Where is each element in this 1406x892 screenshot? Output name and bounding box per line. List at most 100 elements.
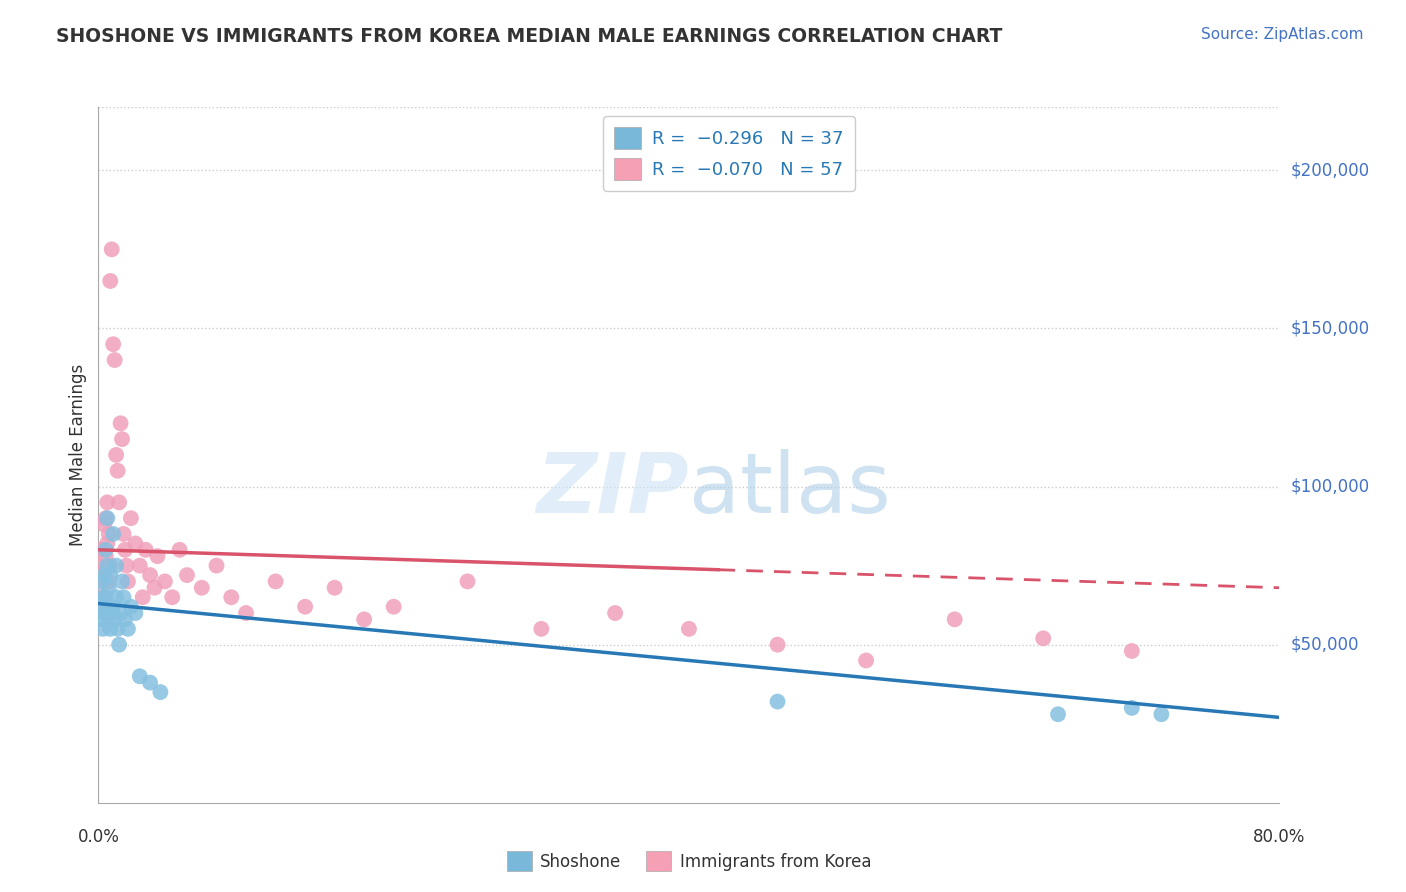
- Point: [115, 558, 138, 573]
- Point: [149, 685, 172, 699]
- Text: $200,000: $200,000: [1291, 161, 1369, 179]
- Point: [97, 527, 120, 541]
- Point: [96, 495, 118, 509]
- Point: [112, 527, 135, 541]
- Point: [146, 549, 169, 563]
- Text: $50,000: $50,000: [1291, 636, 1360, 654]
- Point: [176, 568, 198, 582]
- Point: [97, 574, 120, 589]
- Point: [98, 558, 121, 573]
- Point: [112, 591, 135, 605]
- Point: [111, 574, 134, 589]
- Point: [235, 606, 257, 620]
- Text: Source: ZipAtlas.com: Source: ZipAtlas.com: [1201, 27, 1364, 42]
- Point: [205, 558, 228, 573]
- Point: [855, 653, 877, 667]
- Point: [90, 542, 112, 557]
- Text: $100,000: $100,000: [1291, 477, 1369, 496]
- Point: [117, 574, 139, 589]
- Point: [120, 599, 142, 614]
- Point: [104, 612, 127, 626]
- Point: [94, 549, 117, 563]
- Point: [124, 606, 146, 620]
- Point: [1121, 701, 1143, 715]
- Text: atlas: atlas: [689, 450, 890, 530]
- Point: [132, 591, 155, 605]
- Point: [107, 622, 129, 636]
- Point: [117, 622, 139, 636]
- Point: [124, 536, 146, 550]
- Point: [93, 517, 115, 532]
- Point: [89, 558, 111, 573]
- Point: [98, 274, 121, 288]
- Point: [162, 591, 183, 605]
- Point: [103, 527, 125, 541]
- Point: [89, 599, 111, 614]
- Point: [90, 574, 112, 589]
- Point: [323, 581, 346, 595]
- Point: [100, 243, 122, 257]
- Point: [128, 669, 150, 683]
- Point: [766, 695, 789, 709]
- Point: [105, 448, 128, 462]
- Point: [108, 495, 131, 509]
- Point: [103, 337, 125, 351]
- Point: [191, 581, 214, 595]
- Point: [153, 574, 176, 589]
- Point: [98, 568, 121, 582]
- Point: [169, 542, 191, 557]
- Point: [114, 542, 136, 557]
- Y-axis label: Median Male Earnings: Median Male Earnings: [69, 364, 87, 546]
- Point: [94, 542, 117, 557]
- Point: [120, 511, 142, 525]
- Point: [96, 558, 118, 573]
- Point: [110, 417, 132, 431]
- Point: [456, 574, 478, 589]
- Point: [105, 558, 128, 573]
- Text: $150,000: $150,000: [1291, 319, 1369, 337]
- Point: [1121, 644, 1143, 658]
- Point: [97, 606, 120, 620]
- Point: [139, 568, 162, 582]
- Point: [135, 542, 157, 557]
- Point: [103, 606, 125, 620]
- Text: 0.0%: 0.0%: [77, 828, 120, 846]
- Point: [96, 511, 118, 525]
- Point: [91, 622, 114, 636]
- Point: [94, 511, 117, 525]
- Point: [605, 606, 627, 620]
- Point: [530, 622, 553, 636]
- Point: [97, 581, 120, 595]
- Point: [111, 432, 134, 446]
- Point: [96, 536, 118, 550]
- Point: [93, 606, 115, 620]
- Point: [94, 591, 117, 605]
- Point: [114, 612, 136, 626]
- Point: [100, 599, 122, 614]
- Point: [107, 464, 129, 478]
- Point: [678, 622, 700, 636]
- Point: [93, 568, 115, 582]
- Point: [1032, 632, 1054, 646]
- Text: ZIP: ZIP: [536, 450, 689, 530]
- Point: [90, 591, 112, 605]
- Point: [294, 599, 316, 614]
- Point: [143, 581, 166, 595]
- Point: [108, 638, 131, 652]
- Point: [105, 591, 128, 605]
- Point: [98, 622, 121, 636]
- Point: [104, 353, 127, 368]
- Text: 80.0%: 80.0%: [1253, 828, 1306, 846]
- Point: [139, 675, 162, 690]
- Point: [93, 568, 115, 582]
- Point: [91, 599, 114, 614]
- Point: [943, 612, 966, 626]
- Point: [264, 574, 287, 589]
- Point: [219, 591, 242, 605]
- Point: [1046, 707, 1069, 722]
- Point: [90, 612, 112, 626]
- Point: [353, 612, 375, 626]
- Point: [766, 638, 789, 652]
- Point: [128, 558, 150, 573]
- Legend: Shoshone, Immigrants from Korea: Shoshone, Immigrants from Korea: [501, 845, 877, 878]
